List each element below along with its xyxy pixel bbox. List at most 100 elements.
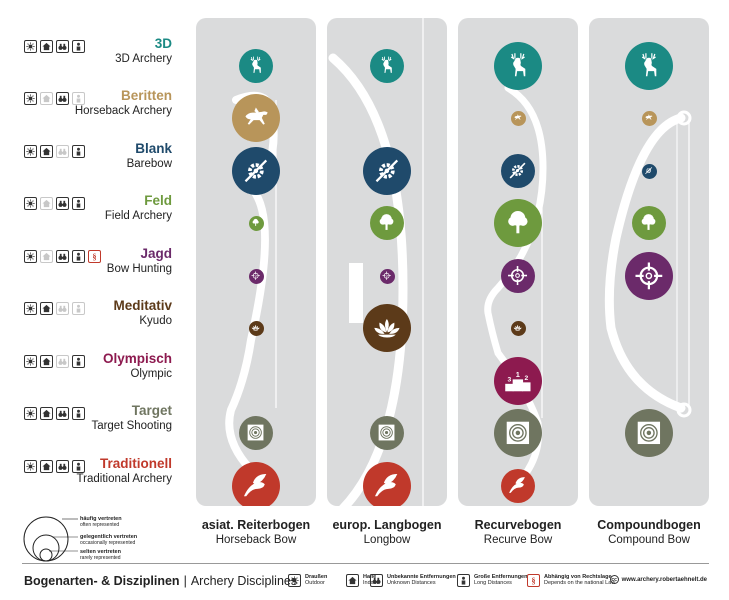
sun-icon [24,302,37,315]
person-icon [72,460,85,473]
meditativ-discipline-icon [363,304,411,352]
binoculars-icon [56,355,69,368]
discipline-title: Olympisch [102,351,172,366]
feld-discipline-icon [370,206,404,240]
size-legend [22,515,82,568]
3d-discipline-icon [239,49,273,83]
bow-column-4 [589,18,709,506]
jagd-discipline-icon [625,252,673,300]
footer-key-text: Große Entfernungen Long Distances [474,574,527,586]
discipline-title: Meditativ [113,298,172,313]
footer-key-de: Große Entfernungen [474,574,528,580]
footer-title: Bogenarten- & Disziplinen | Archery Discip… [24,574,297,588]
beritten-discipline-icon [510,110,526,126]
sun-icon [24,145,37,158]
bow-column-1 [196,18,316,506]
footer-key-de: Draußen [305,574,328,580]
row-icons [24,197,85,210]
binoculars-icon [56,197,69,210]
house-icon [40,250,53,263]
size-legend-entry: häufig vertreten often represented [80,516,122,528]
size-legend-en: occasionally represented [80,540,136,546]
discipline-subtitle: Barebow [126,158,172,170]
footer-separator: | [183,574,187,588]
target-discipline-icon [494,409,542,457]
sun-icon [24,250,37,263]
house-icon [40,302,53,315]
footer-key-text: Unbekannte Entfernungen Unknown Distances [387,574,456,586]
row-icons [24,460,85,473]
person-icon [457,574,470,587]
traditionell-discipline-icon [501,469,535,503]
footer-url[interactable]: cc www.archery.robertaehnelt.de [609,575,707,584]
svg-text:§: § [92,253,96,261]
size-legend-en: rarely represented [80,555,121,561]
url-text: www.archery.robertaehnelt.de [621,576,707,583]
law-icon: § [88,250,101,263]
discipline-row-feld: Feld Field Archery [0,193,180,237]
bow-title: Compoundbogen [597,518,701,532]
house-icon [40,355,53,368]
sun-icon [24,40,37,53]
house-icon [40,197,53,210]
discipline-row-olympisch: Olympisch Olympic [0,351,180,395]
binoculars-icon [56,302,69,315]
svg-text:1: 1 [516,370,520,379]
binoculars-icon [56,460,69,473]
jagd-discipline-icon [501,259,535,293]
sun-icon [24,197,37,210]
discipline-subtitle: 3D Archery [115,53,172,65]
size-legend-entry: selten vertreten rarely represented [80,549,121,561]
blank-discipline-icon [232,147,280,195]
footer-key-de: Abhängig von Rechtslage [544,574,612,580]
row-icons [24,92,85,105]
person-icon [72,407,85,420]
target-discipline-icon [239,416,273,450]
bow-column-header: Compoundbogen Compound Bow [579,518,719,546]
binoculars-icon [56,407,69,420]
bow-column-2 [327,18,447,506]
bow-subtitle: Horseback Bow [215,534,297,546]
discipline-title: Blank [135,141,172,156]
house-icon [40,407,53,420]
person-icon [72,355,85,368]
footer-key-text: Abhängig von Rechtslage Depends on the na… [544,574,615,586]
target-discipline-icon [370,416,404,450]
3d-discipline-icon [625,42,673,90]
sun-icon [24,407,37,420]
discipline-subtitle: Target Shooting [91,420,172,432]
discipline-title: Beritten [120,88,172,103]
row-icons [24,407,85,420]
footer-key-sun: Draußen Outdoor [288,574,327,587]
footer-key-de: Halle [363,574,377,580]
bow-subtitle: Longbow [363,534,411,546]
discipline-title: Target [131,403,172,418]
row-icons [24,40,85,53]
jagd-discipline-icon [379,268,395,284]
house-icon [40,40,53,53]
footer-key-law: § Abhängig von Rechtslage Depends on the n… [527,574,615,587]
house-icon [40,92,53,105]
creative-commons-icon: cc [609,575,619,584]
discipline-row-traditionell: Traditionell Traditional Archery [0,456,180,500]
person-icon [72,40,85,53]
discipline-subtitle: Kyudo [139,315,172,327]
discipline-row-meditativ: Meditativ Kyudo [0,298,180,342]
blank-discipline-icon [501,154,535,188]
meditativ-discipline-icon [248,320,264,336]
discipline-row-jagd: § Jagd Bow Hunting [0,246,180,290]
footer-key-en: Depends on the national Law [544,580,616,586]
footer-key-text: Draußen Outdoor [305,574,327,586]
bow-column-header: asiat. Reiterbogen Horseback Bow [186,518,326,546]
feld-discipline-icon [494,199,542,247]
footer-key-person: Große Entfernungen Long Distances [457,574,527,587]
house-icon [40,145,53,158]
row-icons [24,355,85,368]
bow-subtitle: Recurve Bow [483,534,553,546]
blank-discipline-icon [641,163,657,179]
discipline-row-blank: Blank Barebow [0,141,180,185]
discipline-title: 3D [154,36,172,51]
footer-title-en: Archery Disciplines [190,574,298,588]
